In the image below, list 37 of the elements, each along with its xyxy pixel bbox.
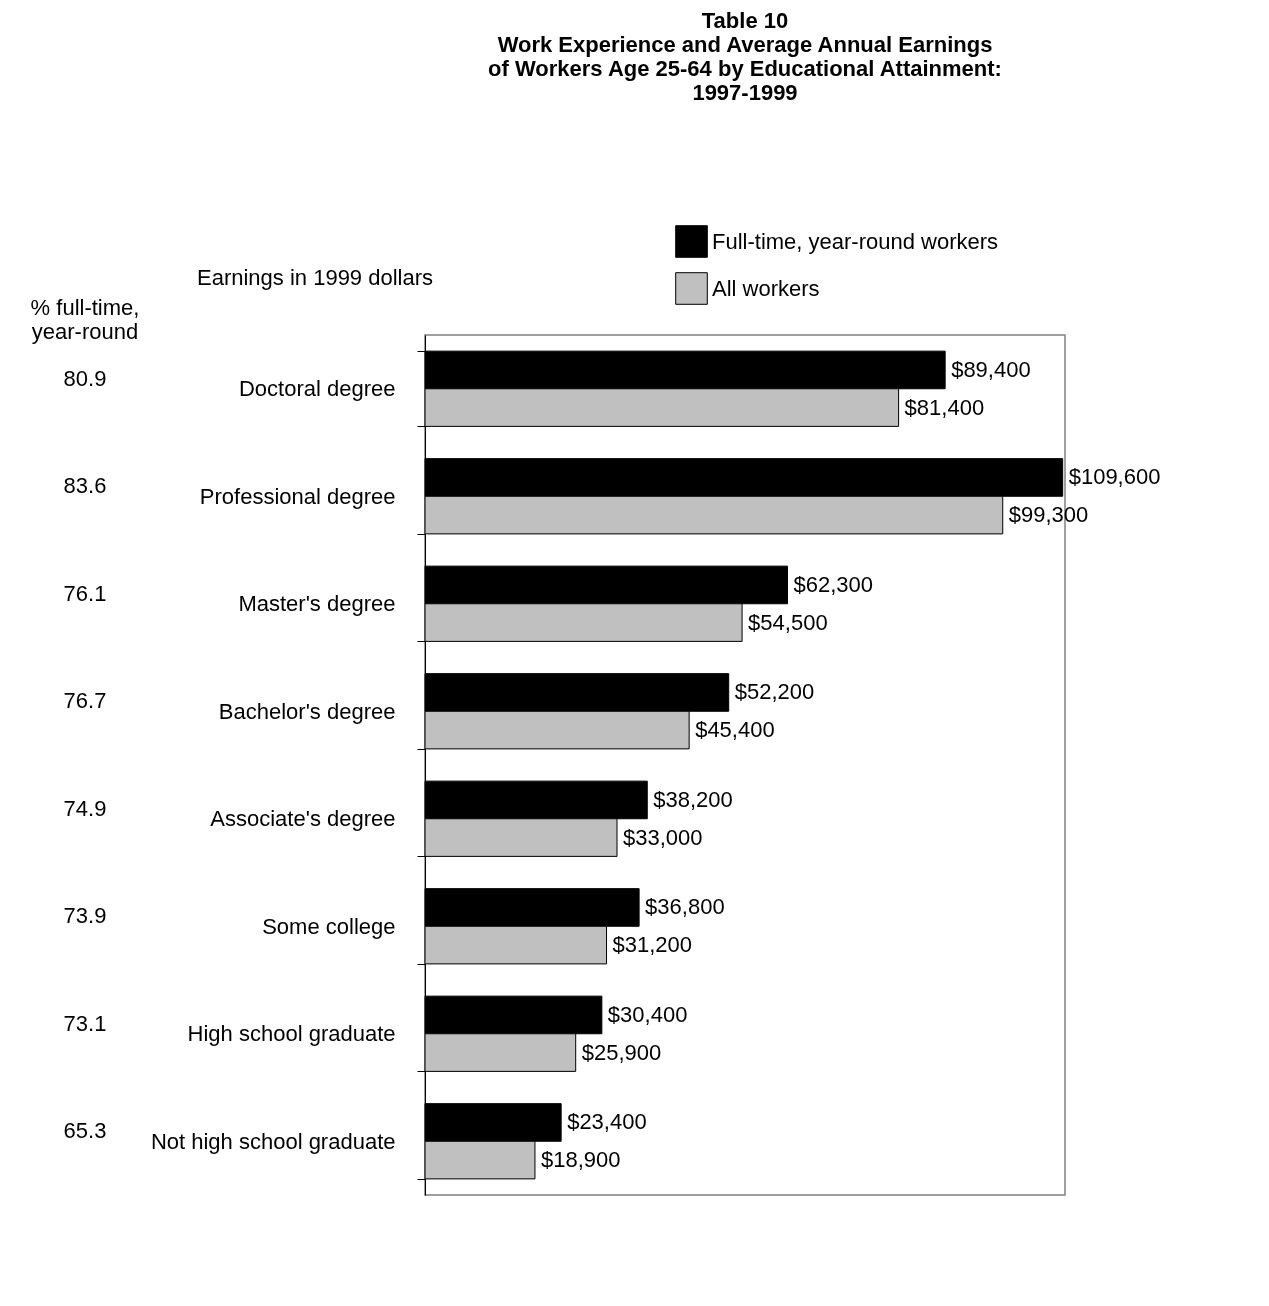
data-label: $52,200 <box>734 679 815 705</box>
data-label: $30,400 <box>607 1001 688 1027</box>
data-label: $45,400 <box>695 717 775 743</box>
text: 76.7 <box>63 688 107 714</box>
y-tick-label: Master's degree <box>238 591 396 617</box>
legend-label: All workers <box>712 275 820 301</box>
data-label: $38,200 <box>653 786 733 812</box>
data-label: $36,800 <box>645 894 725 920</box>
data-label: $18,900 <box>540 1147 621 1173</box>
text: 83.6 <box>63 473 107 499</box>
data-label: $62,300 <box>793 571 873 597</box>
text: 80.9 <box>63 365 107 391</box>
data-label: $99,300 <box>1008 502 1089 528</box>
y-tick-label: Professional degree <box>199 483 396 509</box>
data-label: $81,400 <box>904 394 985 420</box>
data-label: $25,900 <box>581 1039 662 1065</box>
y-tick-label: Bachelor's degree <box>218 698 396 724</box>
y-tick-label: Not high school graduate <box>150 1128 396 1154</box>
legend-label: Full-time, year-round workers <box>712 228 999 254</box>
y-tick-label: Associate's degree <box>210 806 396 832</box>
text: % full-time, year-round <box>30 295 140 344</box>
data-label: $89,400 <box>951 356 1031 382</box>
y-tick-label: Doctoral degree <box>238 376 396 402</box>
text: 65.3 <box>63 1118 107 1144</box>
text: 73.1 <box>63 1010 107 1036</box>
text: Earnings in 1999 dollars <box>196 265 434 290</box>
chart-title: Table 10 Work Experience and Average Annual Earnings of Workers Age 25-64 by Educational Attainment: 1997-1999 <box>488 8 1002 105</box>
data-label: $54,500 <box>748 609 828 635</box>
text: 74.9 <box>63 795 107 821</box>
text: 76.1 <box>63 580 107 606</box>
data-label: $23,400 <box>567 1109 647 1135</box>
y-tick-label: Some college <box>262 913 396 939</box>
data-label: $109,600 <box>1068 464 1161 490</box>
data-label: $33,000 <box>623 824 703 850</box>
y-tick-label: High school graduate <box>187 1021 396 1047</box>
data-label: $31,200 <box>612 932 693 958</box>
text: 73.9 <box>63 903 107 929</box>
